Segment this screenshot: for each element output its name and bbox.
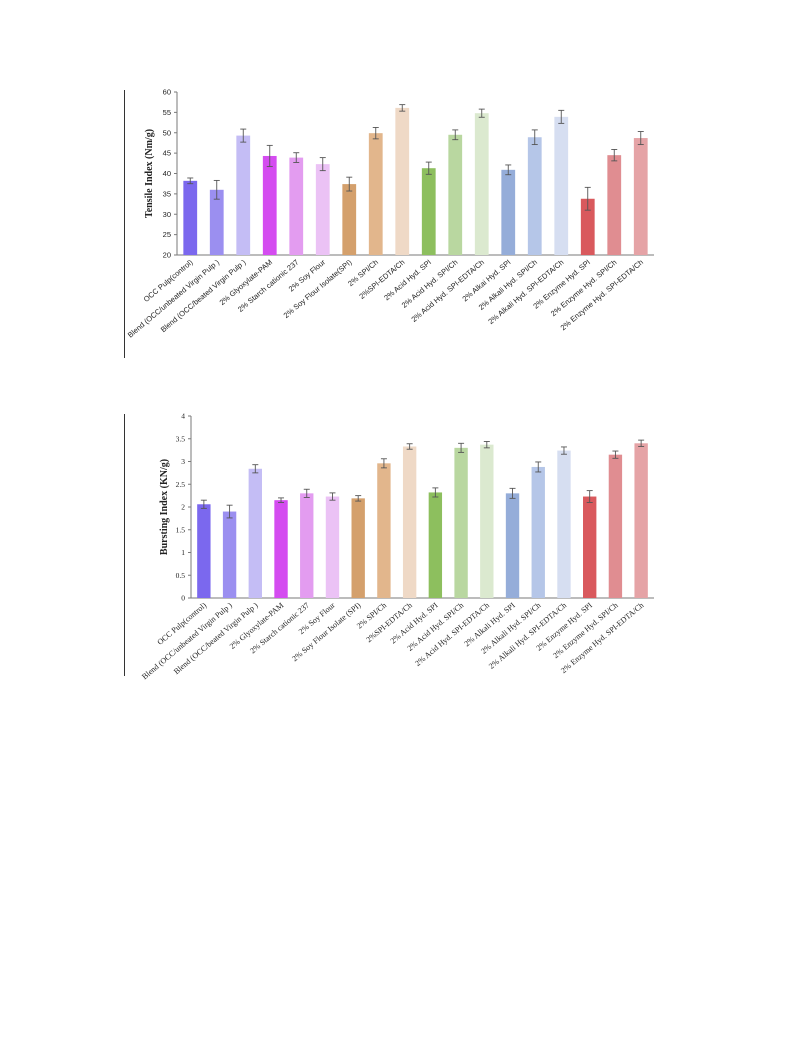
tensile-y-tick-label: 35 xyxy=(163,189,171,198)
tensile-bar xyxy=(342,184,357,255)
tensile-y-tick-label: 50 xyxy=(163,128,171,137)
tensile-y-tick-label: 30 xyxy=(163,210,171,219)
tensile-bar xyxy=(262,155,277,255)
bursting-index-chart: 0 0.5 1 1.5 2 2.5 3 3.5 4 Bursting Index (KN/g) OC… xyxy=(0,400,793,720)
tensile-bar xyxy=(289,157,304,255)
tensile-bar xyxy=(580,198,595,255)
tensile-y-tick-label: 20 xyxy=(163,251,171,260)
tensile-bar xyxy=(527,137,542,255)
bursting-bar xyxy=(222,511,237,598)
tensile-index-chart: 20 25 30 35 40 45 50 55 60 Tensile Index (Nm/g) OC… xyxy=(0,60,793,390)
bursting-bar xyxy=(480,444,494,598)
tensile-y-axis-title: Tensile Index (Nm/g) xyxy=(144,129,155,218)
bursting-bar xyxy=(325,496,340,598)
bursting-y-tick-label: 4 xyxy=(181,412,185,421)
tensile-bar xyxy=(421,168,436,255)
bursting-bar xyxy=(197,504,211,598)
bursting-bar xyxy=(454,447,468,598)
tensile-bar xyxy=(607,155,622,255)
tensile-bar xyxy=(448,134,463,255)
bursting-bar xyxy=(377,463,391,598)
tensile-bar xyxy=(554,116,569,255)
bursting-bar xyxy=(608,454,623,598)
bursting-y-tick-label: 0.5 xyxy=(176,571,186,580)
tensile-y-tick-label: 25 xyxy=(163,230,171,239)
bursting-bar xyxy=(274,500,288,598)
bursting-y-tick-label: 1.5 xyxy=(176,525,186,534)
bursting-bar xyxy=(402,446,417,598)
bursting-bar xyxy=(248,468,262,598)
bursting-bar xyxy=(634,443,648,598)
tensile-bar xyxy=(209,189,224,255)
bursting-y-axis-title: Bursting Index (KN/g) xyxy=(159,459,170,555)
tensile-bar xyxy=(501,169,516,255)
page-rule-left-2 xyxy=(124,414,125,676)
tensile-bar xyxy=(183,180,198,255)
tensile-bar xyxy=(368,133,383,255)
tensile-y-tick-label: 60 xyxy=(163,88,171,97)
bursting-bar xyxy=(300,493,314,598)
bursting-y-tick-label: 2.5 xyxy=(176,480,186,489)
bursting-bar xyxy=(583,496,597,598)
bursting-y-tick-label: 3.5 xyxy=(176,434,186,443)
page-rule-left-1 xyxy=(124,90,125,358)
tensile-bar xyxy=(633,138,648,255)
tensile-y-tick-label: 55 xyxy=(163,108,171,117)
bursting-y-tick-label: 3 xyxy=(181,457,185,466)
bursting-bar xyxy=(428,492,443,598)
tensile-bar xyxy=(395,107,410,255)
bursting-bar xyxy=(351,498,365,598)
bursting-y-tick-label: 0 xyxy=(181,594,185,603)
tensile-bar xyxy=(474,113,489,255)
tensile-bar xyxy=(315,164,330,255)
bursting-bar xyxy=(505,493,520,598)
tensile-bar xyxy=(236,135,251,255)
bursting-y-tick-label: 2 xyxy=(181,503,185,512)
bursting-y-tick-label: 1 xyxy=(181,548,185,557)
bursting-bar xyxy=(531,466,545,598)
tensile-y-tick-label: 40 xyxy=(163,169,171,178)
tensile-y-tick-label: 45 xyxy=(163,149,171,158)
bursting-bar xyxy=(557,450,571,598)
